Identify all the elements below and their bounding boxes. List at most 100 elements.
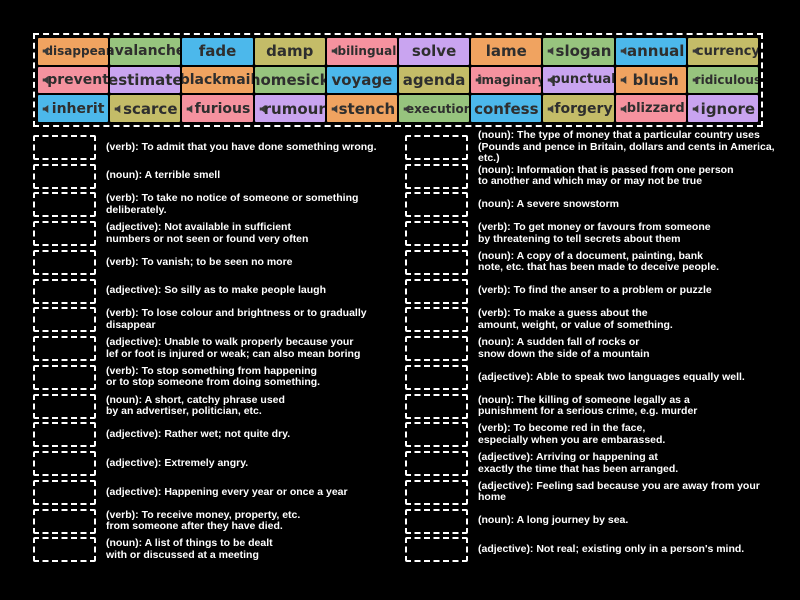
definition-row: (verb): To become red in the face, espec… (405, 421, 780, 450)
answer-slot[interactable] (33, 364, 96, 390)
word-tile[interactable]: currency (687, 38, 758, 65)
word-tile-label: bilingual (337, 44, 397, 59)
word-tile[interactable]: estimate (110, 66, 181, 94)
word-tile[interactable]: avalanche (110, 38, 181, 65)
word-tile[interactable]: confess (471, 95, 542, 122)
word-tile-label: punctual (551, 72, 614, 88)
speaker-icon[interactable] (692, 75, 701, 85)
answer-slot[interactable] (33, 278, 96, 304)
answer-slot[interactable] (33, 393, 96, 419)
word-tile[interactable]: homesick (254, 66, 325, 94)
word-tile[interactable]: imaginary (471, 66, 542, 94)
answer-slot[interactable] (33, 508, 96, 534)
answer-slot[interactable] (405, 508, 468, 534)
speaker-icon[interactable] (692, 46, 701, 56)
speaker-icon[interactable] (620, 104, 629, 114)
definition-text: (adjective): Rather wet; not quite dry. (106, 428, 291, 441)
word-tile[interactable]: slogan (543, 38, 614, 65)
answer-slot[interactable] (33, 249, 96, 275)
word-tile[interactable]: fade (182, 38, 253, 65)
answer-slot[interactable] (33, 451, 96, 477)
speaker-icon[interactable] (547, 104, 556, 114)
definition-row: (verb): To receive money, property, etc.… (33, 507, 398, 536)
speaker-icon[interactable] (331, 46, 340, 56)
answer-slot[interactable] (405, 249, 468, 275)
word-tile[interactable]: forgery (543, 95, 614, 122)
definition-row: (adjective): Unable to walk properly bec… (33, 334, 398, 363)
definition-text: (adjective): Extremely angry. (106, 456, 249, 469)
answer-slot[interactable] (405, 192, 468, 218)
answer-slot[interactable] (405, 278, 468, 304)
word-tile[interactable]: blush (615, 66, 686, 94)
word-tile[interactable]: solve (398, 38, 470, 65)
word-tile[interactable]: disappear (38, 38, 109, 65)
word-tile[interactable]: punctual (543, 66, 614, 94)
definition-row: (verb): To get money or favours from som… (405, 219, 780, 248)
word-tile[interactable]: voyage (326, 66, 397, 94)
definition-row: (noun): A severe snowstorm (405, 191, 780, 220)
speaker-icon[interactable] (42, 75, 51, 85)
word-tile[interactable]: scarce (110, 95, 181, 122)
word-tile[interactable]: prevent (38, 66, 109, 94)
answer-slot[interactable] (33, 163, 96, 189)
answer-slot[interactable] (405, 134, 468, 160)
word-tile[interactable]: lame (471, 38, 542, 65)
word-tile[interactable]: inherit (38, 95, 109, 122)
answer-slot[interactable] (33, 192, 96, 218)
answer-slot[interactable] (33, 134, 96, 160)
answer-slot[interactable] (405, 537, 468, 563)
answer-slot[interactable] (405, 422, 468, 448)
word-tile[interactable]: blizzard (615, 95, 686, 122)
word-tile[interactable]: ignore (687, 95, 758, 122)
answer-slot[interactable] (33, 307, 96, 333)
speaker-icon[interactable] (475, 75, 484, 85)
answer-slot[interactable] (33, 537, 96, 563)
word-tile-label: damp (266, 42, 314, 61)
word-tile[interactable]: stench (326, 95, 397, 122)
word-bank: disappear avalanche fade damp bilingual … (33, 33, 763, 127)
answer-slot[interactable] (405, 163, 468, 189)
speaker-icon[interactable] (259, 104, 268, 114)
word-tile-label: agenda (402, 70, 466, 89)
answer-slot[interactable] (33, 336, 96, 362)
answer-slot[interactable] (405, 221, 468, 247)
speaker-icon[interactable] (42, 46, 51, 56)
word-tile[interactable]: furious (182, 95, 253, 122)
answer-slot[interactable] (405, 451, 468, 477)
word-tile[interactable]: damp (254, 38, 325, 65)
answer-slot[interactable] (33, 221, 96, 247)
word-tile[interactable]: annual (615, 38, 686, 65)
speaker-icon[interactable] (620, 46, 629, 56)
answer-slot[interactable] (405, 364, 468, 390)
answer-slot[interactable] (33, 479, 96, 505)
speaker-icon[interactable] (547, 46, 556, 56)
speaker-icon[interactable] (547, 75, 556, 85)
answer-slot[interactable] (405, 479, 468, 505)
definition-text: (verb): To admit that you have done some… (106, 140, 377, 153)
word-tile[interactable]: bilingual (326, 38, 397, 65)
answer-slot[interactable] (405, 393, 468, 419)
definition-text: (noun): A short, catchy phrase used by a… (106, 393, 285, 418)
word-tile-label: furious (194, 100, 251, 117)
definition-text: (adjective): Unable to walk properly bec… (106, 336, 361, 360)
speaker-icon[interactable] (403, 104, 412, 114)
speaker-icon[interactable] (114, 104, 123, 114)
speaker-icon[interactable] (331, 104, 340, 114)
word-tile[interactable]: execution (398, 95, 470, 122)
word-tile[interactable]: ridiculous (687, 66, 758, 94)
definitions-right: (noun): The type of money that a particu… (405, 129, 780, 564)
answer-slot[interactable] (33, 422, 96, 448)
speaker-icon[interactable] (620, 75, 629, 85)
word-tile[interactable]: blackmail (182, 66, 253, 94)
speaker-icon[interactable] (42, 104, 51, 114)
definition-row: (adjective): So silly as to make people … (33, 277, 398, 306)
speaker-icon[interactable] (692, 104, 701, 114)
definition-row: (noun): A list of things to be dealt wit… (33, 536, 398, 565)
word-tile[interactable]: rumour (254, 95, 325, 122)
definition-text: (adjective): Able to speak two languages… (478, 370, 745, 383)
answer-slot[interactable] (405, 307, 468, 333)
speaker-icon[interactable] (186, 104, 195, 114)
definition-text: (verb): To stop something from happening… (106, 364, 321, 389)
word-tile[interactable]: agenda (398, 66, 470, 94)
answer-slot[interactable] (405, 336, 468, 362)
